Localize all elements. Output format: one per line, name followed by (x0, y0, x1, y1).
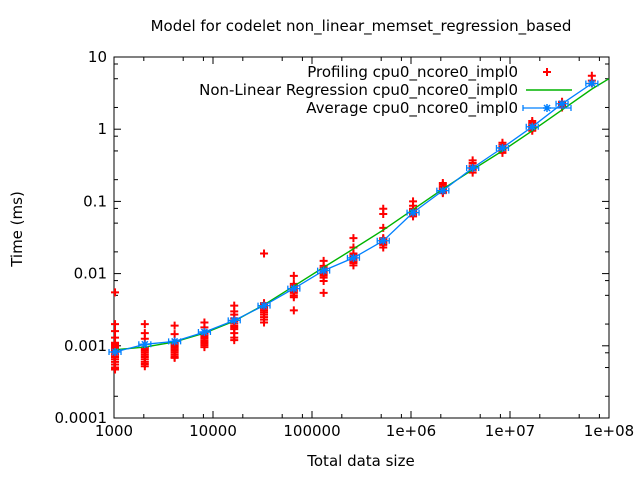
profiling-point (140, 362, 149, 371)
average-point (468, 164, 477, 173)
profiling-point (230, 336, 239, 345)
profiling-point (140, 320, 149, 329)
profiling-point (349, 234, 358, 243)
series-layer (108, 71, 610, 374)
chart-title: Model for codelet non_linear_memset_regr… (151, 17, 572, 36)
profiling-point (170, 330, 179, 339)
average-point (498, 143, 507, 152)
y-tick-label: 0.0001 (55, 409, 108, 427)
profiling-point (200, 343, 209, 352)
average-point (528, 122, 537, 131)
y-tick-label: 10 (88, 48, 107, 66)
profiling-point (111, 365, 120, 374)
legend-markers (522, 68, 572, 112)
average-point (170, 337, 179, 346)
average-line (108, 79, 599, 357)
average-point (379, 236, 388, 245)
profiling-point (379, 209, 388, 218)
average-point (289, 284, 298, 293)
average-point (200, 328, 209, 337)
profiling-point (260, 249, 269, 258)
average-point (349, 253, 358, 262)
x-tick-label: 1e+06 (386, 422, 436, 440)
x-tick-label: 1e+08 (584, 422, 634, 440)
profiling-point (349, 261, 358, 270)
profiling-point (111, 320, 120, 329)
profiling-point (170, 353, 179, 362)
x-tick-label: 100000 (283, 422, 340, 440)
profiling-point (319, 276, 328, 285)
average-point (438, 186, 447, 195)
average-point (230, 316, 239, 325)
x-tick-label: 10000 (189, 422, 237, 440)
regression-line (113, 78, 610, 351)
average-point (111, 348, 120, 357)
legend-marker-profiling (543, 68, 551, 76)
plot-border (113, 56, 610, 419)
y-tick-label: 0.001 (64, 337, 107, 355)
profiling-point (379, 243, 388, 252)
axes: 1000 10000 100000 1e+06 1e+07 1e+08 10 1 0.1 0.01… (55, 48, 635, 440)
profiling-point (111, 288, 120, 297)
average-point (260, 301, 269, 310)
average-point (140, 340, 149, 349)
y-tick-label: 0.1 (83, 192, 107, 210)
average-point (587, 79, 596, 88)
profiling-points (111, 71, 596, 374)
profiling-point (319, 288, 328, 297)
legend-label-average: Average cpu0_ncore0_impl0 (306, 99, 518, 118)
profiling-point (170, 321, 179, 330)
profiling-point (260, 318, 269, 327)
profiling-point (289, 306, 298, 315)
legend-label-profiling: Profiling cpu0_ncore0_impl0 (307, 63, 518, 82)
x-tick-label: 1000 (95, 422, 133, 440)
legend-label-regression: Non-Linear Regression cpu0_ncore0_impl0 (199, 81, 518, 100)
y-tick-label: 1 (97, 120, 107, 138)
profiling-point (289, 293, 298, 302)
x-tick-label: 1e+07 (485, 422, 535, 440)
y-axis-title: Time (ms) (8, 191, 26, 268)
average-point (319, 266, 328, 275)
average-point (558, 99, 567, 108)
regression-polyline (113, 78, 610, 351)
x-axis-title: Total data size (306, 452, 414, 470)
legend-marker-average (543, 104, 551, 112)
average-point (409, 208, 418, 217)
y-tick-label: 0.01 (74, 265, 107, 283)
average-polyline (114, 82, 593, 353)
profiling-point (289, 271, 298, 280)
